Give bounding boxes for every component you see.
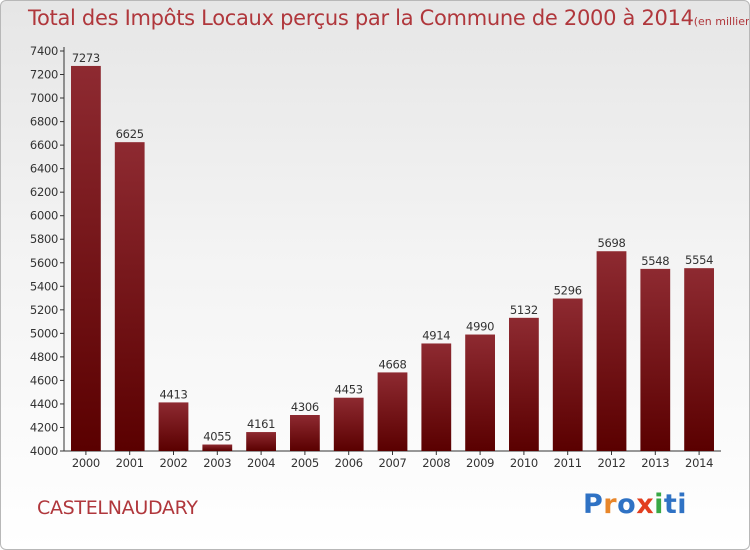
data-label: 5554	[685, 253, 713, 267]
data-label: 4306	[291, 400, 319, 414]
bar	[465, 334, 495, 451]
x-tick-label: 2000	[72, 456, 100, 470]
bar	[114, 142, 145, 452]
y-tick-label: 4600	[30, 373, 58, 387]
y-tick-label: 7400	[30, 44, 58, 58]
data-label: 4914	[422, 328, 450, 342]
x-tick-label: 2007	[378, 456, 406, 470]
y-tick-label: 4000	[30, 444, 58, 458]
chart-title-text: Total des Impôts Locaux perçus par la Co…	[28, 6, 694, 30]
y-tick-label: 6400	[30, 162, 58, 176]
y-tick-label: 4800	[30, 350, 58, 364]
chart-unit-label: (en milliers d'€)	[693, 15, 750, 28]
bar	[640, 268, 671, 451]
commune-name: CASTELNAUDARY	[37, 497, 198, 519]
data-label: 6625	[116, 127, 144, 141]
x-tick-label: 2011	[554, 456, 582, 470]
bar	[509, 317, 539, 451]
data-label: 5548	[641, 254, 669, 268]
data-label: 4990	[466, 320, 494, 334]
x-tick-label: 2001	[116, 456, 144, 470]
bar	[596, 251, 627, 451]
bar	[421, 343, 452, 451]
x-tick-label: 2010	[510, 456, 538, 470]
data-label: 4453	[335, 383, 363, 397]
y-tick-label: 4200	[30, 420, 58, 434]
bar	[377, 372, 408, 451]
x-tick-label: 2013	[641, 456, 669, 470]
data-label: 4413	[159, 387, 187, 401]
data-label: 5132	[510, 303, 538, 317]
y-tick-label: 5000	[30, 326, 58, 340]
data-label: 4161	[247, 417, 275, 431]
bar	[333, 397, 364, 451]
bar	[552, 298, 583, 451]
x-tick-label: 2006	[335, 456, 363, 470]
y-tick-label: 4400	[30, 397, 58, 411]
bar	[202, 444, 233, 451]
y-tick-label: 5200	[30, 303, 58, 317]
data-label: 5698	[597, 236, 625, 250]
y-tick-label: 7200	[30, 68, 58, 82]
x-tick-label: 2002	[159, 456, 187, 470]
data-label: 4668	[378, 357, 406, 371]
x-tick-label: 2004	[247, 456, 275, 470]
x-tick-label: 2009	[466, 456, 494, 470]
x-tick-label: 2012	[597, 456, 625, 470]
bar	[71, 65, 101, 452]
x-tick-label: 2005	[291, 456, 319, 470]
y-tick-label: 6800	[30, 115, 58, 129]
data-label: 4055	[203, 430, 231, 444]
y-tick-label: 6200	[30, 185, 58, 199]
chart-title: Total des Impôts Locaux perçus par la Co…	[28, 6, 750, 30]
y-tick-label: 5400	[30, 279, 58, 293]
data-label: 7273	[72, 51, 100, 65]
bar	[246, 432, 276, 451]
y-tick-label: 5800	[30, 232, 58, 246]
y-tick-label: 6600	[30, 138, 58, 152]
bar	[684, 268, 714, 451]
x-tick-label: 2014	[685, 456, 713, 470]
y-tick-label: 6000	[30, 209, 58, 223]
x-tick-label: 2003	[203, 456, 231, 470]
data-label: 5296	[554, 284, 582, 298]
proxiti-logo: Proxiti	[583, 489, 688, 520]
bar	[290, 415, 320, 451]
bar	[158, 402, 189, 451]
y-tick-label: 5600	[30, 256, 58, 270]
x-tick-label: 2008	[422, 456, 450, 470]
y-tick-label: 7000	[30, 91, 58, 105]
